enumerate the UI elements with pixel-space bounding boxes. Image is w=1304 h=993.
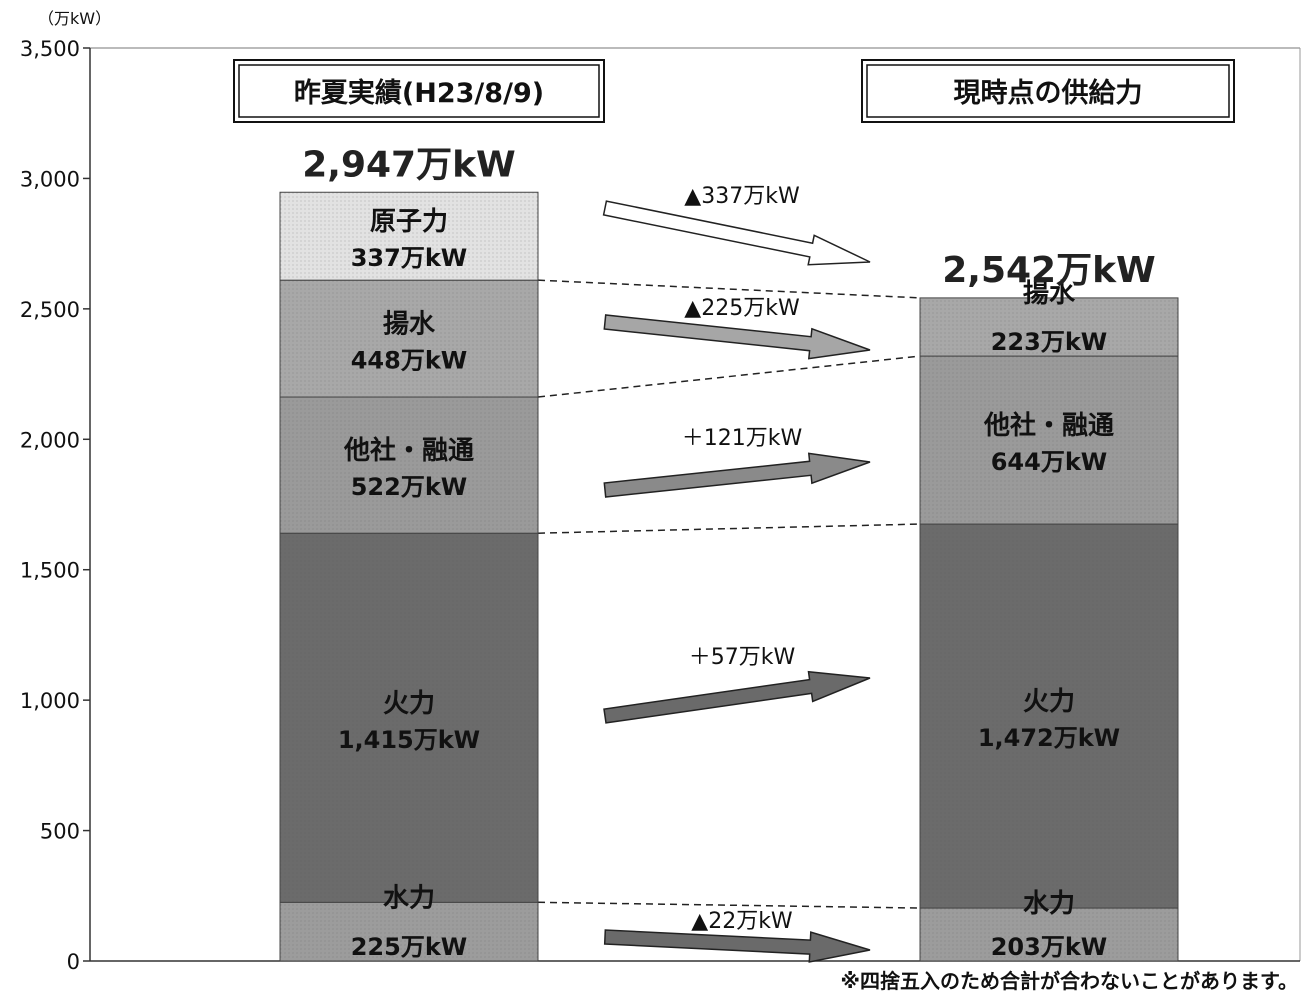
change-label: ＋121万kW	[682, 426, 803, 451]
bar-segment-texture	[280, 192, 538, 281]
boundary-connector	[537, 901, 921, 909]
segment-value-label: 644万kW	[991, 448, 1108, 476]
change-label: ▲225万kW	[684, 296, 800, 321]
column-title-box-inner	[238, 64, 600, 118]
change-label: ＋57万kW	[689, 645, 796, 670]
boundary-connector	[537, 279, 921, 299]
y-tick-label: 500	[40, 820, 80, 844]
change-label: ▲337万kW	[684, 184, 800, 209]
change-label: ▲22万kW	[691, 909, 793, 934]
segment-name-label: 揚水	[1023, 279, 1076, 309]
segment-name-label: 原子力	[370, 207, 448, 237]
y-tick-label: 0	[67, 950, 80, 974]
column-total-label: 2,542万kW	[942, 250, 1156, 291]
change-arrow	[603, 670, 871, 724]
segment-value-label: 1,472万kW	[978, 724, 1120, 752]
bar-segment-texture	[920, 908, 1178, 961]
y-tick-label: 1,000	[20, 689, 80, 713]
segment-value-label: 223万kW	[991, 328, 1108, 356]
segment-name-label: 水力	[1023, 889, 1075, 919]
bar-segment-texture	[280, 902, 538, 961]
footnote: ※四捨五入のため合計が合わないことがあります。	[841, 969, 1298, 993]
column-title: 現時点の供給力	[954, 77, 1143, 109]
segment-name-label: 水力	[383, 883, 435, 913]
y-unit-label: （万kW）	[38, 9, 111, 28]
segment-value-label: 203万kW	[991, 933, 1108, 961]
change-arrow	[603, 314, 871, 360]
segment-value-label: 337万kW	[351, 244, 468, 272]
bar-segment-texture	[280, 533, 538, 903]
y-tick-label: 3,000	[20, 167, 80, 191]
y-tick-label: 1,500	[20, 559, 80, 583]
change-arrow	[602, 200, 871, 266]
change-arrow	[603, 452, 871, 498]
change-arrow	[603, 929, 871, 963]
bar-segment-texture	[920, 524, 1178, 909]
segment-name-label: 他社・融通	[343, 435, 474, 466]
column-title-box	[861, 59, 1235, 123]
segment-value-label: 522万kW	[351, 473, 468, 501]
column-total-label: 2,947万kW	[302, 144, 516, 185]
y-tick-label: 2,500	[20, 298, 80, 322]
bar-segment-texture	[280, 280, 538, 398]
segment-value-label: 225万kW	[351, 933, 468, 961]
bar-segment-texture	[280, 397, 538, 534]
y-tick-label: 2,000	[20, 428, 80, 452]
bar-segment-texture	[920, 356, 1178, 525]
segment-name-label: 他社・融通	[983, 410, 1114, 441]
column-title: 昨夏実績(H23/8/9)	[294, 77, 544, 109]
segment-value-label: 448万kW	[351, 347, 468, 375]
segment-name-label: 火力	[1023, 687, 1075, 717]
column-title-box	[233, 59, 605, 123]
boundary-connector	[537, 355, 921, 398]
y-tick-label: 3,500	[20, 37, 80, 61]
segment-name-label: 火力	[383, 689, 435, 719]
segment-value-label: 1,415万kW	[338, 726, 480, 754]
segment-name-label: 揚水	[383, 310, 436, 340]
bar-segment-texture	[920, 297, 1178, 357]
column-title-box-inner	[866, 64, 1230, 118]
boundary-connector	[537, 523, 921, 534]
